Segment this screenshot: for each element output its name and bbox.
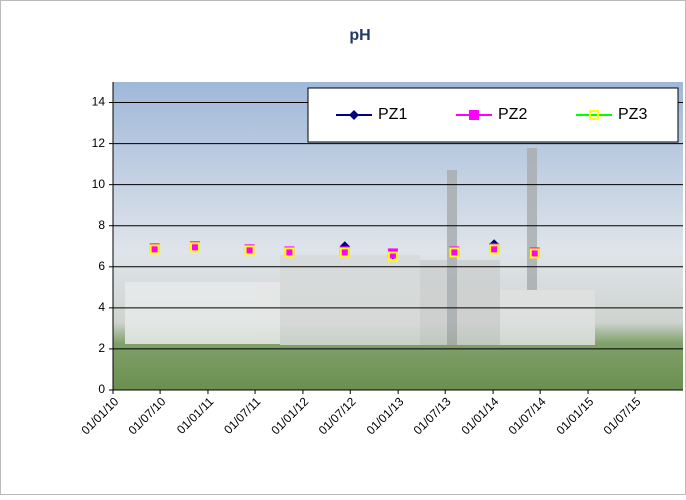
y-tick-label: 10 (92, 177, 106, 191)
legend-label: PZ1 (378, 106, 407, 123)
chart-title: pH (349, 27, 370, 44)
y-tick-label: 0 (98, 382, 105, 396)
y-tick-label: 2 (98, 341, 105, 355)
y-tick-label: 6 (98, 259, 105, 273)
y-tick-label: 14 (92, 95, 106, 109)
chart: pH 0246810121401/01/1001/07/1001/01/1101… (0, 0, 686, 495)
legend-label: PZ3 (618, 106, 647, 123)
y-tick-label: 4 (98, 300, 105, 314)
y-tick-label: 12 (92, 136, 106, 150)
legend-marker (469, 110, 479, 120)
legend-label: PZ2 (498, 106, 527, 123)
y-tick-label: 8 (98, 218, 105, 232)
